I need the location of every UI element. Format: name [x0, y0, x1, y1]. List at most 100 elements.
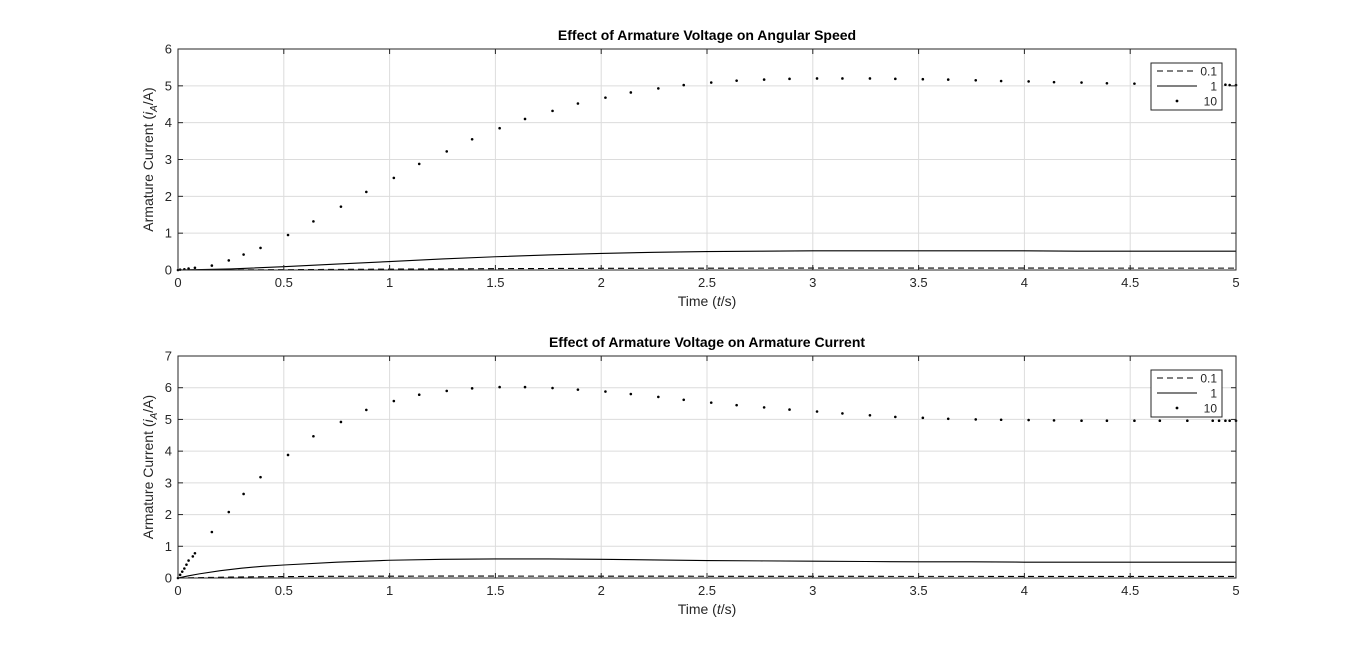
- speed-series-10-point: [339, 205, 343, 208]
- current-series-10-point: [841, 412, 844, 415]
- current-x-tick-label: 5: [1232, 583, 1239, 598]
- speed-series-10-point: [974, 79, 978, 82]
- current-series-10-point: [259, 475, 262, 479]
- current-series-10-point: [1080, 419, 1083, 423]
- current-series-10-point: [339, 420, 343, 424]
- current-series-10-point: [868, 414, 872, 417]
- current-series-10-point: [193, 551, 197, 555]
- current-y-tick-label: 2: [165, 507, 172, 522]
- speed-series-10-point: [312, 220, 315, 223]
- speed-y-tick-label: 6: [165, 42, 172, 57]
- speed-x-axis-label: Time (t/s): [678, 293, 737, 309]
- current-legend-label-1: 1: [1210, 387, 1217, 401]
- speed-series-10-point: [1224, 83, 1227, 87]
- current-series-10-point: [1224, 419, 1227, 423]
- speed-series-10-point: [498, 126, 501, 130]
- speed-series-10-point: [682, 83, 686, 87]
- current-x-tick-label: 0.5: [275, 583, 293, 598]
- speed-chart-title: Effect of Armature Voltage on Angular Sp…: [558, 27, 856, 43]
- current-series-10-point: [974, 418, 978, 421]
- speed-series-10-point: [1080, 81, 1083, 84]
- current-y-tick-label: 7: [165, 349, 172, 364]
- current-series-10-point: [178, 573, 182, 577]
- current-series-10-point: [735, 403, 738, 407]
- speed-x-tick-label: 0.5: [275, 275, 293, 290]
- speed-series-10-point: [868, 77, 872, 80]
- speed-legend-label-1: 1: [1210, 80, 1217, 94]
- speed-x-tick-label: 4: [1021, 275, 1028, 290]
- speed-series-10-point: [1052, 80, 1056, 84]
- current-series-10-point: [523, 385, 527, 389]
- speed-series-10-point: [392, 176, 396, 180]
- speed-series-10-point: [657, 87, 660, 90]
- current-series-10-point: [286, 453, 290, 457]
- current-series-10-point: [417, 393, 421, 396]
- current-x-tick-label: 2: [598, 583, 605, 598]
- current-series-10-point: [1052, 419, 1056, 422]
- current-series-10-point: [1186, 419, 1189, 423]
- speed-y-tick-label: 0: [165, 263, 172, 278]
- speed-y-tick-label: 3: [165, 152, 172, 167]
- speed-series-10-point: [576, 102, 580, 105]
- speed-series-10-point: [762, 78, 766, 81]
- speed-series-10-point: [1133, 82, 1136, 85]
- current-series-10-point: [210, 530, 214, 534]
- current-series-10-point: [762, 406, 766, 409]
- current-series-10-point: [180, 570, 184, 573]
- speed-series-10-point: [193, 266, 197, 270]
- current-series-10-point: [187, 559, 190, 562]
- current-series-10-point: [185, 563, 188, 566]
- current-series-10-point: [191, 555, 195, 558]
- speed-series-10-point: [523, 117, 527, 121]
- current-series-10-point: [445, 389, 449, 393]
- speed-series-10-point: [210, 264, 214, 267]
- speed-series-10-point: [946, 78, 950, 81]
- current-y-tick-label: 6: [165, 380, 172, 395]
- current-x-tick-label: 2.5: [698, 583, 716, 598]
- speed-series-10-point: [735, 79, 738, 82]
- speed-y-tick-label: 2: [165, 189, 172, 204]
- speed-legend-label-0.1: 0.1: [1200, 65, 1217, 79]
- speed-x-tick-label: 4.5: [1121, 275, 1139, 290]
- current-series-10-point: [242, 492, 245, 496]
- speed-series-10-point: [841, 77, 844, 80]
- current-x-tick-label: 3: [809, 583, 816, 598]
- speed-legend-marker-10: [1175, 99, 1179, 103]
- speed-x-tick-label: 3.5: [910, 275, 928, 290]
- speed-series-10-point: [286, 233, 290, 237]
- speed-series-10-point: [788, 77, 791, 81]
- speed-x-tick-label: 3: [809, 275, 816, 290]
- current-series-10-point: [946, 417, 950, 421]
- current-series-10-point: [551, 386, 554, 390]
- current-series-10-point: [1158, 419, 1162, 423]
- speed-y-tick-label: 5: [165, 78, 172, 93]
- current-legend-marker-10: [1175, 406, 1179, 410]
- current-series-10-point: [470, 387, 474, 390]
- speed-x-tick-label: 2: [598, 275, 605, 290]
- current-series-1-line: [177, 558, 1236, 579]
- current-series-10-point: [921, 416, 925, 420]
- current-series-10-point: [629, 392, 633, 396]
- current-series-10-point: [1211, 419, 1215, 423]
- current-series-10-point: [392, 399, 396, 403]
- current-series-10-point: [788, 408, 791, 411]
- current-series-10-point: [1217, 419, 1221, 423]
- current-series-10-point: [312, 434, 315, 438]
- speed-series-1-line: [177, 250, 1236, 271]
- speed-series-10-point: [445, 150, 449, 153]
- speed-series-0.1-line: [177, 267, 1236, 271]
- current-series-10-point: [709, 401, 713, 404]
- current-series-10-point: [576, 388, 580, 391]
- speed-series-10-point: [259, 246, 262, 250]
- current-series-10-point: [604, 390, 607, 393]
- current-series-10-point: [682, 398, 686, 402]
- current-x-tick-label: 1.5: [486, 583, 504, 598]
- current-x-axis-label: Time (t/s): [678, 601, 737, 617]
- speed-y-tick-label: 4: [165, 115, 172, 130]
- current-x-tick-label: 1: [386, 583, 393, 598]
- speed-series-10-point: [815, 77, 819, 80]
- speed-series-10-point: [1228, 83, 1231, 87]
